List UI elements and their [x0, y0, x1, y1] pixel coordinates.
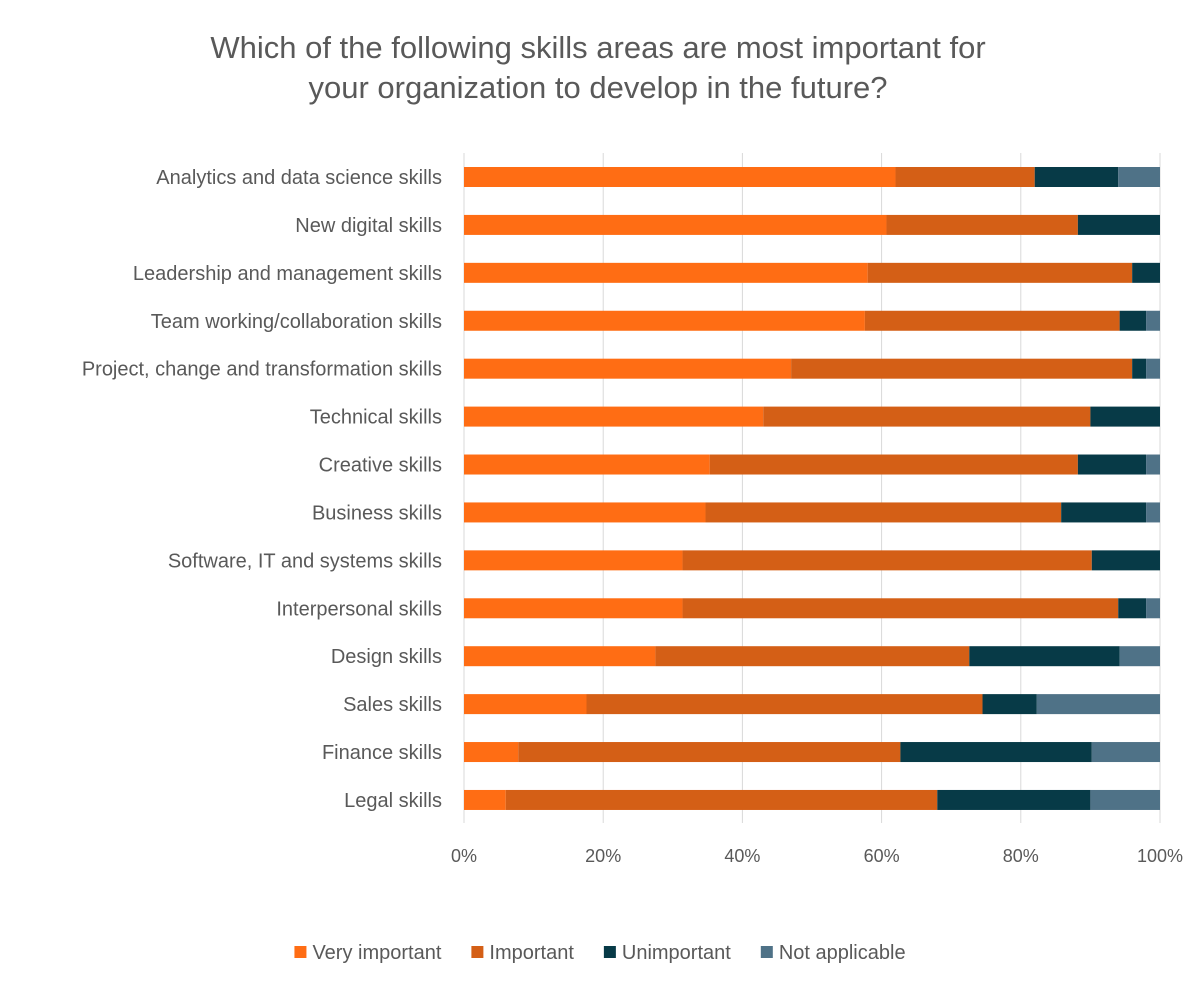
category-label-3: Leadership and management skills [133, 263, 442, 285]
bar-segment-9-1 [464, 550, 683, 571]
legend-swatch-4 [760, 946, 773, 958]
bar-segment-7-3 [1077, 454, 1147, 475]
bar-segment-3-3 [1132, 262, 1160, 283]
bar-segment-8-1 [464, 502, 706, 523]
gridlines [463, 153, 1161, 823]
category-label-5: Project, change and transformation skill… [82, 359, 442, 381]
bar-segment-4-3 [1119, 310, 1147, 331]
bar-segment-8-2 [705, 502, 1062, 523]
bar-segment-14-3 [937, 789, 1091, 810]
chart-title-line-1: Which of the following skills areas are … [210, 30, 985, 65]
bar-segment-7-2 [709, 454, 1078, 475]
category-label-13: Finance skills [322, 742, 442, 764]
legend-label-3: Unimportant [622, 942, 731, 964]
bar-segment-2-3 [1077, 214, 1160, 235]
bar-segment-1-2 [895, 167, 1035, 187]
bar-segment-8-3 [1061, 502, 1147, 523]
chart-title-line-2: your organization to develop in the futu… [308, 70, 887, 105]
category-label-7: Creative skills [319, 455, 442, 477]
bar-segment-3-2 [867, 262, 1133, 283]
legend-swatch-3 [603, 946, 616, 958]
x-tick-label-3: 40% [724, 846, 760, 866]
bar-segment-11-2 [655, 646, 970, 667]
legend-swatch-1 [294, 946, 307, 958]
bar-segment-5-2 [791, 358, 1133, 379]
legend-swatch-2 [471, 946, 484, 958]
bar-segment-6-1 [464, 406, 764, 427]
bar-segment-13-3 [900, 742, 1092, 763]
x-tick-labels: 0% 20% 40% 60% 80% 100% [451, 846, 1183, 866]
bars [464, 167, 1160, 810]
legend-label-2: Important [489, 942, 574, 964]
bar-segment-13-2 [518, 742, 901, 763]
bar-segment-14-2 [505, 789, 938, 810]
bar-segment-11-4 [1119, 646, 1160, 667]
bar-segment-1-4 [1118, 167, 1160, 187]
legend-item-4: Not applicable [760, 942, 906, 964]
bar-segment-1-1 [464, 167, 896, 187]
x-tick-label-6: 100% [1137, 846, 1183, 866]
bar-segment-14-1 [464, 789, 506, 810]
category-label-8: Business skills [312, 502, 442, 524]
category-label-4: Team working/collaboration skills [151, 311, 442, 333]
bar-segment-6-2 [763, 406, 1091, 427]
legend-item-2: Important [471, 942, 574, 964]
bar-segment-3-1 [464, 262, 868, 283]
bar-segment-7-1 [464, 454, 710, 475]
x-tick-label-2: 20% [585, 846, 621, 866]
bar-segment-4-4 [1146, 310, 1160, 331]
bar-segment-13-4 [1091, 742, 1160, 763]
legend: Very important Important Unimportant Not ap… [294, 942, 906, 964]
legend-item-1: Very important [294, 942, 442, 964]
bar-segment-5-1 [464, 358, 792, 379]
category-label-1: Analytics and data science skills [156, 167, 442, 189]
bar-segment-5-3 [1132, 358, 1147, 379]
bar-segment-7-4 [1146, 454, 1160, 475]
bar-segment-10-4 [1146, 598, 1160, 619]
bar-segment-11-3 [969, 646, 1120, 667]
category-labels: Analytics and data science skills New dig… [82, 167, 442, 812]
bar-segment-9-2 [682, 550, 1092, 571]
x-tick-label-1: 0% [451, 846, 477, 866]
x-tick-label-5: 80% [1003, 846, 1039, 866]
category-label-14: Legal skills [344, 790, 442, 812]
bar-segment-1-3 [1034, 167, 1119, 187]
category-label-6: Technical skills [310, 407, 442, 429]
chart-title: Which of the following skills areas are … [210, 30, 985, 105]
bar-segment-4-2 [864, 310, 1120, 331]
bar-segment-10-3 [1118, 598, 1147, 619]
x-tick-label-4: 60% [864, 846, 900, 866]
bar-segment-12-2 [586, 694, 983, 715]
bar-segment-10-2 [682, 598, 1119, 619]
bar-segment-9-3 [1091, 550, 1160, 571]
bar-segment-12-3 [982, 694, 1037, 715]
category-label-2: New digital skills [295, 215, 442, 237]
bar-segment-2-1 [464, 214, 887, 235]
category-label-12: Sales skills [343, 694, 442, 716]
bar-segment-5-4 [1146, 358, 1160, 379]
category-label-9: Software, IT and systems skills [168, 550, 442, 572]
bar-segment-12-1 [464, 694, 587, 715]
bar-segment-2-2 [886, 214, 1078, 235]
bar-segment-13-1 [464, 742, 519, 763]
category-label-11: Design skills [331, 646, 442, 668]
bar-segment-10-1 [464, 598, 683, 619]
bar-segment-6-3 [1090, 406, 1160, 427]
legend-item-3: Unimportant [603, 942, 731, 964]
bar-segment-8-4 [1146, 502, 1160, 523]
bar-segment-4-1 [464, 310, 865, 331]
legend-label-4: Not applicable [779, 942, 906, 964]
bar-segment-11-1 [464, 646, 656, 667]
bar-segment-14-4 [1090, 789, 1160, 810]
category-label-10: Interpersonal skills [276, 598, 442, 620]
bar-segment-12-4 [1036, 694, 1160, 715]
legend-label-1: Very important [312, 942, 441, 964]
